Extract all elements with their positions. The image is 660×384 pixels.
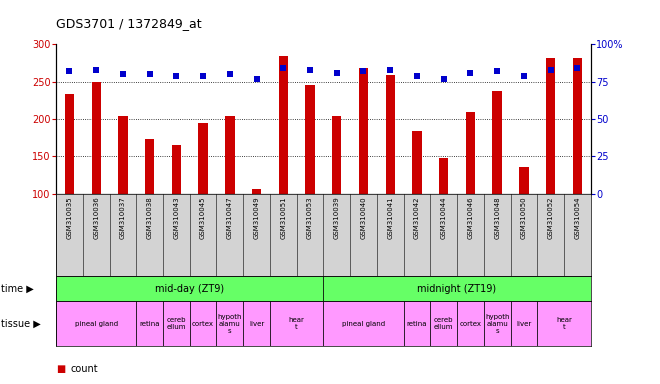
- Text: GSM310040: GSM310040: [360, 196, 366, 239]
- Bar: [172, 145, 181, 194]
- Bar: [92, 82, 101, 194]
- Bar: [457, 301, 484, 346]
- Bar: [519, 167, 529, 194]
- Text: GSM310052: GSM310052: [548, 196, 554, 239]
- Text: retina: retina: [139, 321, 160, 326]
- Bar: [537, 301, 591, 346]
- Bar: [118, 116, 127, 194]
- Bar: [332, 116, 341, 194]
- Text: GSM310035: GSM310035: [67, 196, 73, 239]
- Text: cortex: cortex: [459, 321, 481, 326]
- Text: hear
t: hear t: [556, 317, 572, 330]
- Bar: [492, 91, 502, 194]
- Text: GSM310053: GSM310053: [307, 196, 313, 239]
- Text: GDS3701 / 1372849_at: GDS3701 / 1372849_at: [56, 17, 202, 30]
- Text: GSM310042: GSM310042: [414, 196, 420, 239]
- Bar: [484, 301, 511, 346]
- Bar: [270, 301, 323, 346]
- Bar: [56, 301, 137, 346]
- Text: GSM310045: GSM310045: [200, 196, 206, 239]
- Bar: [430, 301, 457, 346]
- Bar: [216, 301, 244, 346]
- Text: count: count: [71, 364, 98, 374]
- Text: mid-day (ZT9): mid-day (ZT9): [155, 284, 224, 294]
- Bar: [404, 301, 430, 346]
- Text: GSM310054: GSM310054: [574, 196, 580, 239]
- Text: GSM310044: GSM310044: [441, 196, 447, 239]
- Text: hear
t: hear t: [288, 317, 305, 330]
- Bar: [546, 58, 555, 194]
- Bar: [466, 112, 475, 194]
- Text: GSM310046: GSM310046: [467, 196, 473, 239]
- Bar: [511, 301, 537, 346]
- Bar: [244, 301, 270, 346]
- Bar: [65, 94, 74, 194]
- Bar: [137, 301, 163, 346]
- Text: liver: liver: [249, 321, 264, 326]
- Text: GSM310037: GSM310037: [120, 196, 126, 239]
- Text: retina: retina: [407, 321, 427, 326]
- Bar: [145, 139, 154, 194]
- Text: GSM310039: GSM310039: [334, 196, 340, 239]
- Text: GSM310041: GSM310041: [387, 196, 393, 239]
- Text: cortex: cortex: [192, 321, 214, 326]
- Bar: [163, 301, 190, 346]
- Text: GSM310043: GSM310043: [174, 196, 180, 239]
- Bar: [252, 189, 261, 194]
- Bar: [412, 131, 422, 194]
- Text: GSM310051: GSM310051: [280, 196, 286, 239]
- Bar: [573, 58, 582, 194]
- Bar: [279, 56, 288, 194]
- Text: liver: liver: [516, 321, 531, 326]
- Bar: [306, 84, 315, 194]
- Text: GSM310036: GSM310036: [93, 196, 99, 239]
- Text: ■: ■: [56, 364, 65, 374]
- Text: time ▶: time ▶: [1, 284, 34, 294]
- Text: cereb
ellum: cereb ellum: [166, 317, 186, 330]
- Bar: [199, 123, 208, 194]
- Bar: [439, 158, 448, 194]
- Bar: [323, 276, 591, 301]
- Bar: [359, 68, 368, 194]
- Text: pineal gland: pineal gland: [75, 321, 117, 326]
- Bar: [385, 75, 395, 194]
- Bar: [225, 116, 234, 194]
- Text: pineal gland: pineal gland: [342, 321, 385, 326]
- Text: GSM310038: GSM310038: [147, 196, 152, 239]
- Text: hypoth
alamu
s: hypoth alamu s: [485, 313, 510, 334]
- Text: GSM310048: GSM310048: [494, 196, 500, 239]
- Text: tissue ▶: tissue ▶: [1, 318, 41, 329]
- Text: GSM310047: GSM310047: [227, 196, 233, 239]
- Bar: [323, 301, 404, 346]
- Text: hypoth
alamu
s: hypoth alamu s: [218, 313, 242, 334]
- Bar: [56, 276, 323, 301]
- Bar: [190, 301, 216, 346]
- Text: GSM310049: GSM310049: [253, 196, 259, 239]
- Text: GSM310050: GSM310050: [521, 196, 527, 239]
- Text: cereb
ellum: cereb ellum: [434, 317, 453, 330]
- Text: midnight (ZT19): midnight (ZT19): [418, 284, 496, 294]
